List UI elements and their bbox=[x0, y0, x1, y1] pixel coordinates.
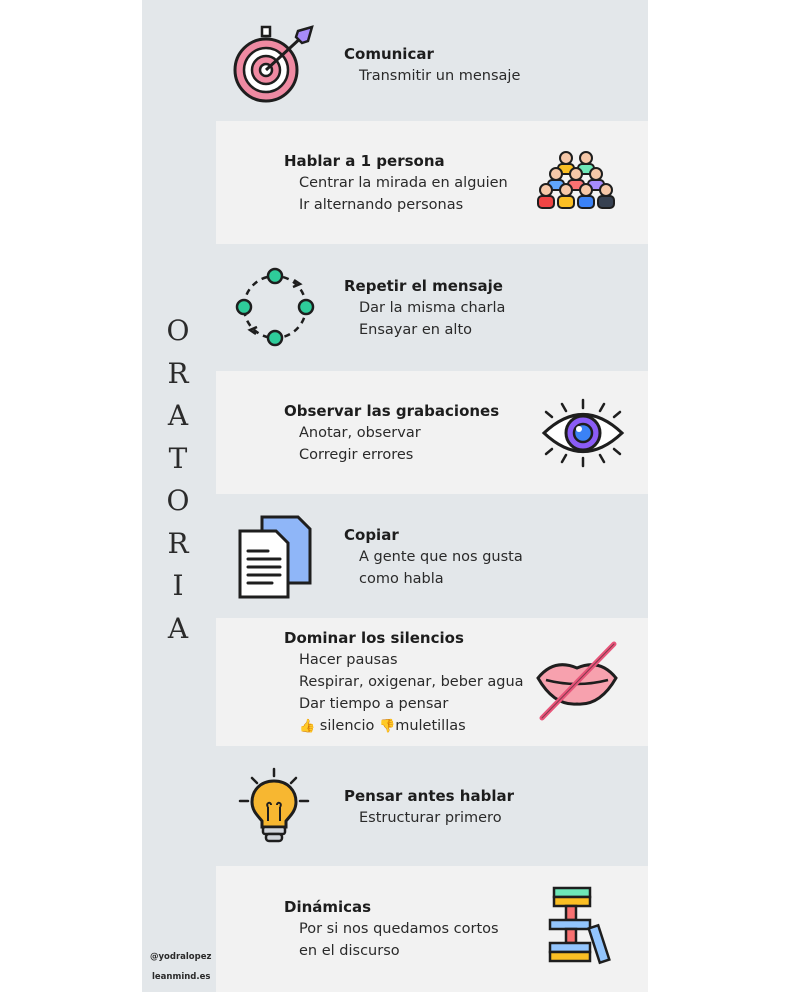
section-heading: Repetir el mensaje bbox=[344, 277, 503, 295]
section-line: como habla bbox=[359, 571, 444, 587]
title-letter: A bbox=[167, 611, 189, 645]
thumbs-down-icon: 👎 bbox=[379, 719, 396, 734]
section-dinamicas: Dinámicas Por si nos quedamos cortos en … bbox=[284, 896, 499, 962]
section-line: Estructurar primero bbox=[359, 810, 502, 826]
title-letter: O bbox=[166, 484, 190, 517]
emoji-label: muletillas bbox=[395, 718, 466, 734]
eye-icon bbox=[540, 398, 626, 468]
section-line: Hacer pausas bbox=[299, 652, 398, 668]
section-line: Anotar, observar bbox=[299, 425, 421, 441]
section-line: Dar tiempo a pensar bbox=[299, 696, 449, 712]
section-line: Respirar, oxigenar, beber agua bbox=[299, 674, 524, 690]
thumbs-up-icon: 👍 bbox=[299, 719, 316, 734]
target-icon bbox=[232, 25, 316, 105]
title-letter: I bbox=[172, 569, 184, 602]
copy-documents-icon bbox=[238, 515, 312, 599]
title-letter: O bbox=[166, 314, 190, 347]
cycle-icon bbox=[234, 266, 316, 348]
section-heading: Hablar a 1 persona bbox=[284, 152, 445, 170]
emoji-label: silencio bbox=[319, 718, 375, 734]
section-pensar: Pensar antes hablar Estructurar primero bbox=[344, 785, 514, 829]
section-heading: Pensar antes hablar bbox=[344, 787, 515, 805]
author-handle: @yodralopez bbox=[150, 952, 212, 962]
section-line: en el discurso bbox=[299, 943, 400, 959]
section-line: Ensayar en alto bbox=[359, 322, 473, 338]
title-letter: A bbox=[167, 399, 189, 432]
section-copiar: Copiar A gente que nos gusta como habla bbox=[344, 524, 523, 590]
title-letter: T bbox=[168, 441, 188, 475]
section-heading: Observar las grabaciones bbox=[284, 402, 500, 420]
section-heading: Dominar los silencios bbox=[284, 629, 464, 647]
section-heading: Dinámicas bbox=[284, 898, 372, 916]
emoji-line: 👍 silencio 👎muletillas bbox=[284, 715, 524, 738]
section-observar: Observar las grabaciones Anotar, observa… bbox=[284, 400, 499, 466]
site-credit: leanmind.es bbox=[152, 972, 211, 982]
section-line: Centrar la mirada en alguien bbox=[299, 175, 508, 191]
section-line: Dar la misma charla bbox=[359, 300, 506, 316]
blocks-tower-icon bbox=[546, 886, 616, 968]
section-repetir: Repetir el mensaje Dar la misma charla E… bbox=[344, 275, 505, 341]
section-line: Transmitir un mensaje bbox=[359, 68, 521, 84]
section-dominar: Dominar los silencios Hacer pausas Respi… bbox=[284, 627, 524, 738]
section-hablar: Hablar a 1 persona Centrar la mirada en … bbox=[284, 150, 508, 216]
section-line: Corregir errores bbox=[299, 447, 414, 463]
section-line: Por si nos quedamos cortos bbox=[299, 921, 499, 937]
vertical-title: O R A T O R I A bbox=[158, 310, 198, 650]
section-comunicar: Comunicar Transmitir un mensaje bbox=[344, 43, 520, 87]
section-heading: Copiar bbox=[344, 526, 399, 544]
title-letter: R bbox=[167, 526, 189, 560]
audience-icon bbox=[536, 150, 620, 212]
section-heading: Comunicar bbox=[344, 45, 434, 63]
section-line: Ir alternando personas bbox=[299, 197, 464, 213]
lightbulb-icon bbox=[238, 767, 310, 847]
title-letter: R bbox=[167, 356, 189, 390]
crossed-lips-icon bbox=[534, 640, 620, 722]
section-line: A gente que nos gusta bbox=[359, 549, 523, 565]
